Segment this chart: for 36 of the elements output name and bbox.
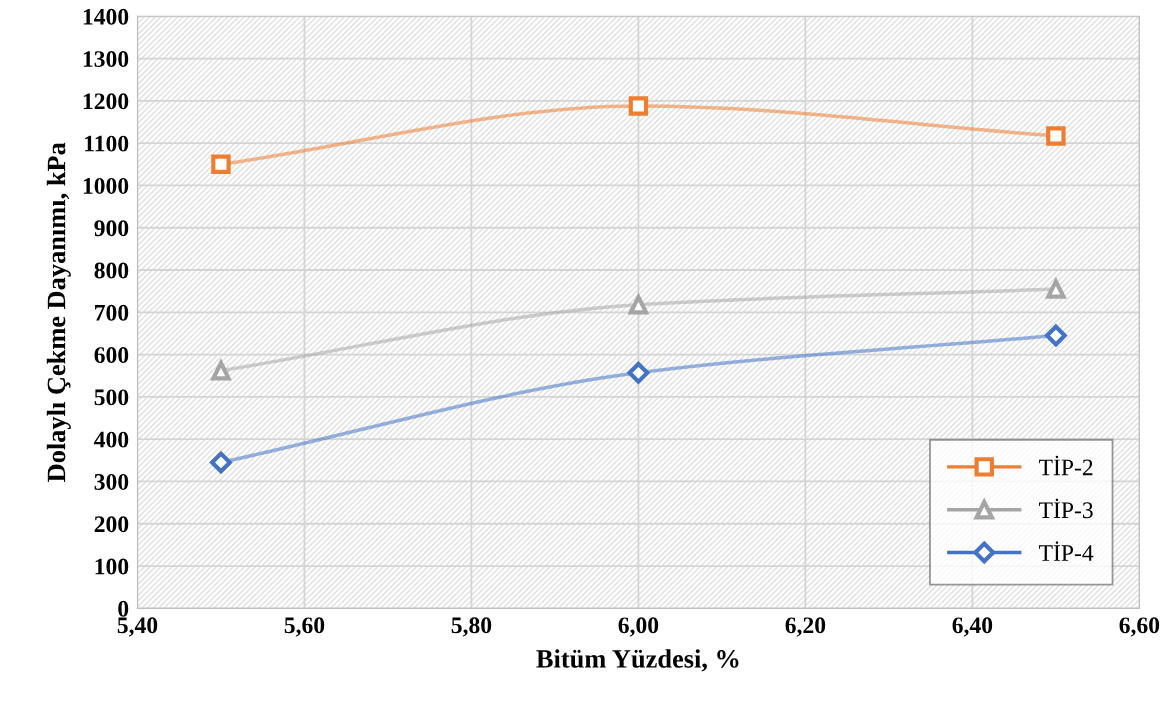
x-tick-label: 5,60 — [284, 617, 325, 637]
point — [210, 451, 232, 474]
y-tick-label: 400 — [94, 431, 129, 448]
x-axis-title: Bitüm Yüzdesi, % — [536, 649, 739, 672]
legend-label: TİP-4 — [1038, 541, 1094, 561]
y-axis-title: Dolaylı Çekme Dayanımı, kPa — [46, 142, 71, 482]
y-tick-label: 1000 — [83, 177, 129, 194]
point — [1046, 126, 1066, 146]
y-tick-label: 300 — [94, 473, 129, 490]
x-tick-label: 5,40 — [117, 617, 158, 637]
point — [1046, 279, 1066, 299]
y-tick-label: 1200 — [83, 93, 129, 110]
y-tick-label: 1300 — [83, 51, 129, 68]
y-tick-label: 200 — [94, 516, 129, 533]
x-tick-label: 6,20 — [785, 617, 826, 637]
x-tick-label: 6,00 — [618, 617, 659, 637]
point — [1044, 324, 1067, 347]
point — [211, 154, 231, 175]
legend-label: TİP-2 — [1038, 455, 1093, 476]
point — [627, 361, 650, 384]
y-tick-label: 100 — [95, 558, 129, 575]
y-tick-label: 1100 — [85, 135, 129, 152]
x-tick-label: 6,60 — [1119, 617, 1160, 637]
y-tick-label: 900 — [94, 220, 129, 237]
point — [627, 292, 650, 315]
y-tick-label: 600 — [94, 347, 129, 364]
x-tick-label: 5,80 — [451, 617, 492, 637]
point — [210, 358, 232, 381]
y-tick-label: 700 — [95, 304, 129, 321]
y-tick-label: 800 — [94, 262, 129, 279]
y-tick-label: 500 — [94, 389, 129, 406]
x-tick-label: 6,40 — [952, 617, 993, 637]
y-tick-label: 0 — [118, 600, 129, 617]
legend-label: TİP-3 — [1038, 498, 1093, 519]
y-tick-label: 1400 — [83, 8, 129, 25]
point — [628, 96, 649, 116]
